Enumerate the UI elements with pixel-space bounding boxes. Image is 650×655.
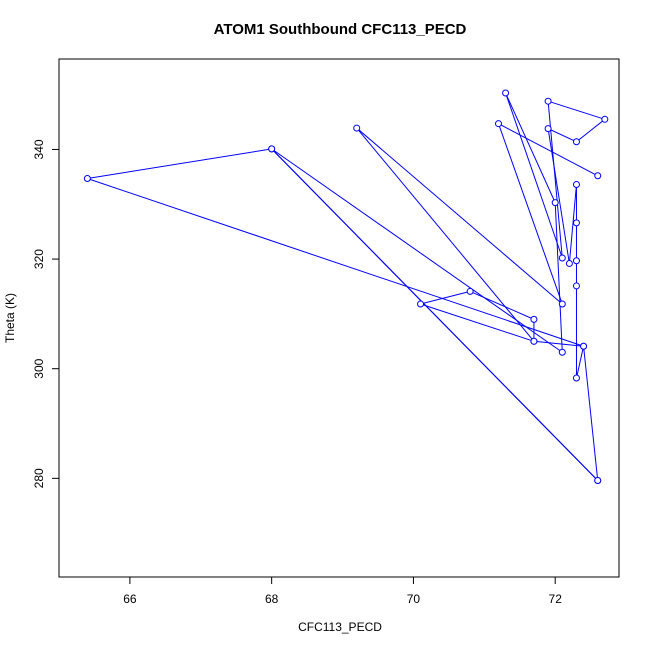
data-point bbox=[353, 124, 361, 132]
series-segment bbox=[576, 118, 606, 143]
data-point bbox=[572, 282, 580, 290]
x-tick-label: 66 bbox=[123, 592, 137, 606]
data-point bbox=[558, 348, 566, 356]
data-point bbox=[494, 120, 502, 128]
series-segment bbox=[568, 184, 577, 264]
data-point bbox=[530, 337, 538, 345]
x-tick-label: 68 bbox=[265, 592, 279, 606]
series-segment bbox=[271, 148, 563, 353]
data-point bbox=[565, 259, 573, 267]
series-segment bbox=[505, 92, 563, 259]
data-point bbox=[572, 138, 580, 146]
data-point bbox=[601, 115, 609, 123]
series-segment bbox=[533, 340, 584, 347]
y-axis: 280 300 320 340 bbox=[32, 139, 59, 488]
data-point bbox=[83, 174, 91, 182]
series-segment bbox=[469, 290, 535, 320]
series-lines bbox=[87, 92, 606, 481]
series-segment bbox=[583, 346, 599, 481]
series-segment bbox=[547, 128, 577, 143]
series-points bbox=[83, 89, 609, 485]
series-segment bbox=[420, 303, 535, 342]
chart-title: ATOM1 Southbound CFC113_PECD bbox=[214, 21, 467, 38]
x-tick-label: 72 bbox=[549, 592, 563, 606]
data-point bbox=[572, 257, 580, 265]
series-segment bbox=[87, 178, 584, 347]
data-point bbox=[544, 125, 552, 133]
series-segment bbox=[356, 127, 563, 305]
series-segment bbox=[575, 346, 585, 379]
data-point bbox=[466, 287, 474, 295]
series-segment bbox=[547, 100, 605, 120]
data-point bbox=[580, 342, 588, 350]
data-point bbox=[572, 219, 580, 227]
x-axis-label: CFC113_PECD bbox=[298, 620, 382, 634]
data-point bbox=[544, 97, 552, 105]
data-point bbox=[558, 300, 566, 308]
series-segment bbox=[271, 148, 599, 481]
x-tick-label: 70 bbox=[407, 592, 421, 606]
y-axis-label: Theta (K) bbox=[3, 293, 17, 343]
y-tick-label: 320 bbox=[32, 249, 46, 269]
data-point bbox=[558, 254, 566, 262]
data-point bbox=[594, 477, 602, 485]
series-segment bbox=[87, 148, 272, 179]
x-axis: 66 68 70 72 bbox=[123, 577, 562, 606]
series-segment bbox=[498, 123, 598, 177]
data-point bbox=[530, 315, 538, 323]
series-segment bbox=[498, 123, 563, 305]
series-segment bbox=[554, 202, 563, 353]
data-point bbox=[502, 89, 510, 97]
y-tick-label: 340 bbox=[32, 139, 46, 159]
data-point bbox=[594, 172, 602, 180]
data-point bbox=[572, 181, 580, 189]
data-point bbox=[268, 145, 276, 153]
y-tick-label: 280 bbox=[32, 468, 46, 488]
data-point bbox=[551, 199, 559, 207]
series-segment bbox=[356, 127, 535, 342]
data-point bbox=[417, 300, 425, 308]
y-tick-label: 300 bbox=[32, 358, 46, 378]
series-segment bbox=[420, 290, 471, 305]
plot-area-border bbox=[58, 58, 620, 578]
data-point bbox=[572, 374, 580, 382]
series-segment bbox=[505, 92, 556, 203]
